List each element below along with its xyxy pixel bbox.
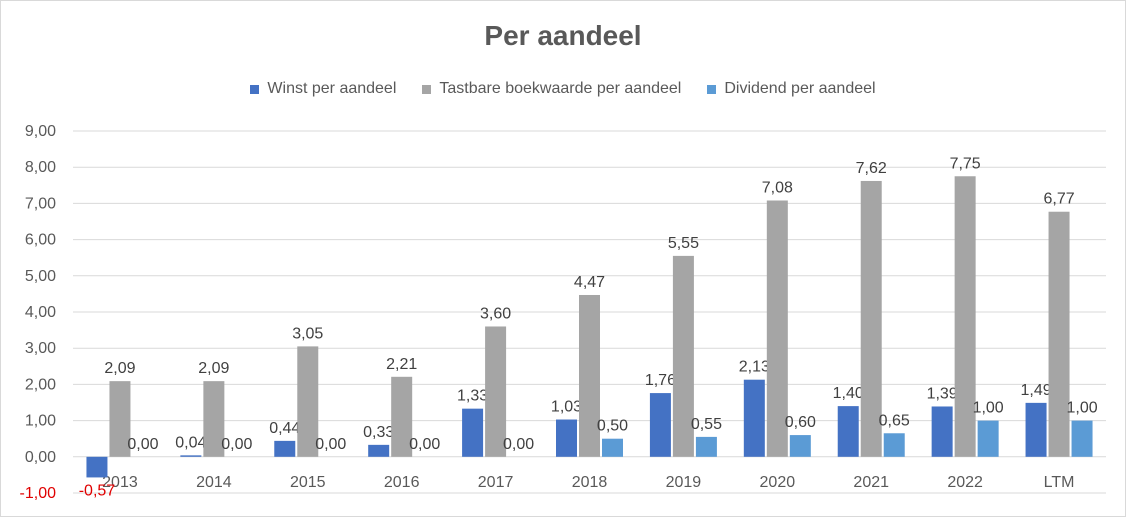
data-label: 0,00	[221, 436, 252, 453]
data-label: 0,33	[363, 424, 394, 441]
bar-1	[297, 346, 319, 457]
data-label: 2,21	[386, 356, 417, 373]
x-tick-label: 2015	[290, 474, 326, 491]
x-tick-label: 2022	[947, 474, 983, 491]
bar-2	[977, 420, 999, 457]
data-label: 1,00	[973, 400, 1004, 417]
bar-1	[954, 176, 976, 457]
data-label: 2,09	[198, 360, 229, 377]
bar-1	[579, 294, 600, 457]
chart-title: Per aandeel	[484, 20, 642, 51]
x-tick-label: 2021	[853, 474, 889, 491]
data-label: 5,55	[668, 235, 699, 252]
y-tick-label: 2,00	[25, 376, 56, 393]
x-tick-label: 2019	[666, 474, 702, 491]
data-label: -0,57	[79, 482, 116, 499]
data-label: 2,09	[104, 360, 135, 377]
bar-1	[109, 381, 131, 457]
bar-0	[180, 455, 202, 457]
legend-swatch-boekwaarde	[422, 84, 432, 94]
bar-0	[649, 393, 671, 457]
x-tick-label: 2013	[102, 474, 138, 491]
bar-0	[556, 419, 577, 457]
data-label: 7,08	[762, 180, 793, 197]
legend-label-boekwaarde: Tastbare boekwaarde per aandeel	[439, 80, 682, 97]
data-label: 1,03	[551, 399, 582, 416]
y-tick-label: 1,00	[25, 413, 56, 430]
x-tick-label: 2017	[478, 474, 514, 491]
x-tick-label: 2020	[760, 474, 796, 491]
y-tick-label: 7,00	[25, 195, 56, 212]
legend-swatch-dividend	[707, 84, 717, 94]
data-label: 1,76	[645, 372, 676, 389]
bar-0	[368, 444, 390, 457]
data-label: 0,00	[315, 436, 346, 453]
data-label: 1,00	[1066, 400, 1097, 417]
y-tick-label: 3,00	[25, 340, 56, 357]
legend-item-winst: Winst per aandeel	[250, 80, 396, 98]
y-tick-label: 4,00	[25, 304, 56, 321]
bar-0	[86, 456, 108, 478]
bar-1	[860, 180, 882, 457]
bar-2	[695, 436, 717, 457]
bar-0	[462, 408, 484, 457]
bar-1	[391, 376, 413, 457]
bar-0	[274, 440, 296, 457]
data-label: 1,33	[457, 388, 488, 405]
y-tick-label: 6,00	[25, 232, 56, 249]
data-label: 2,13	[739, 359, 770, 376]
bar-1	[1048, 211, 1070, 457]
bar-0	[931, 406, 953, 457]
y-tick-label: 8,00	[25, 159, 56, 176]
data-label: 0,00	[127, 436, 158, 453]
x-tick-label: LTM	[1044, 474, 1075, 491]
data-label: 0,44	[269, 420, 300, 437]
data-label: 0,00	[503, 436, 534, 453]
data-label: 0,50	[597, 418, 628, 435]
bar-2	[602, 438, 623, 457]
legend: Winst per aandeel Tastbare boekwaarde pe…	[0, 80, 1126, 98]
data-label: 1,49	[1020, 382, 1051, 399]
bar-2	[883, 433, 905, 457]
data-label: 0,04	[175, 434, 206, 451]
bar-2	[789, 435, 811, 457]
data-label: 0,65	[879, 412, 910, 429]
data-label: 1,40	[833, 385, 864, 402]
bar-0	[1025, 402, 1047, 457]
y-tick-label: 5,00	[25, 268, 56, 285]
data-label: 3,60	[480, 305, 511, 322]
data-label: 1,39	[927, 385, 958, 402]
data-label: 7,75	[950, 155, 981, 172]
y-tick-label: 9,00	[25, 123, 56, 140]
data-label: 6,77	[1043, 191, 1074, 208]
bar-1	[203, 381, 225, 457]
legend-label-dividend: Dividend per aandeel	[724, 80, 876, 97]
data-label: 4,47	[574, 274, 605, 291]
x-tick-label: 2014	[196, 474, 232, 491]
legend-item-boekwaarde: Tastbare boekwaarde per aandeel	[422, 80, 681, 98]
legend-swatch-winst	[250, 84, 260, 94]
x-tick-label: 2018	[572, 474, 608, 491]
bar-1	[766, 200, 788, 457]
data-label: 3,05	[292, 325, 323, 342]
data-label: 0,60	[785, 414, 816, 431]
y-tick-label: 0,00	[25, 449, 56, 466]
data-label: 7,62	[856, 160, 887, 177]
bar-0	[837, 406, 859, 457]
bar-1	[485, 326, 507, 457]
x-tick-label: 2016	[384, 474, 420, 491]
bar-2	[1071, 420, 1093, 457]
bar-1	[672, 255, 694, 457]
y-tick-label: -1,00	[20, 485, 57, 502]
data-label: 0,00	[409, 436, 440, 453]
legend-label-winst: Winst per aandeel	[267, 80, 397, 97]
data-label: 0,55	[691, 416, 722, 433]
legend-item-dividend: Dividend per aandeel	[707, 80, 876, 98]
bar-0	[743, 379, 765, 457]
